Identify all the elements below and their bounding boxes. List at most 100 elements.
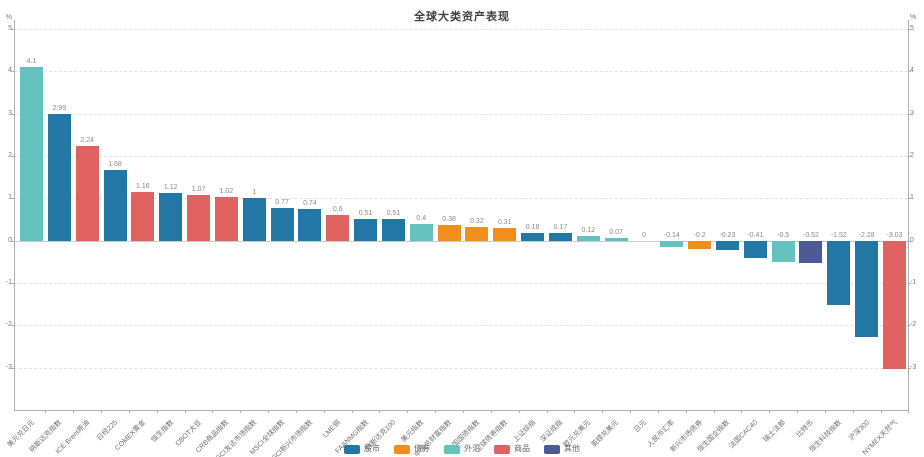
- x-axis-tickmark: [240, 410, 242, 413]
- legend-swatch: [444, 444, 460, 454]
- bar-美元指数[interactable]: [409, 223, 433, 241]
- bar-value-label: 0.74: [303, 200, 317, 208]
- x-axis-tickmark: [156, 410, 158, 413]
- legend-label: 股市: [364, 444, 380, 453]
- bar-MSCI全球指数[interactable]: [270, 208, 294, 241]
- bar-CBOT大豆[interactable]: [187, 195, 211, 241]
- y-axis-tickmark: [11, 113, 14, 115]
- x-axis-tickmark: [908, 410, 910, 413]
- x-axis-tickmark: [546, 410, 548, 413]
- bar-法国CAC40[interactable]: [743, 240, 767, 258]
- y-axis-tickmark: [11, 283, 14, 284]
- bar-美元兑日元[interactable]: [20, 67, 43, 241]
- x-axis-tickmark: [268, 410, 270, 413]
- gridline: [14, 29, 908, 30]
- chart-title: 全球大类资产表现: [414, 11, 510, 23]
- x-axis-tickmark: [741, 410, 743, 413]
- bar-value-label: -0.23: [719, 231, 736, 239]
- bar-value-label: 0.4: [416, 214, 427, 222]
- bar-ICE Brent原油[interactable]: [75, 145, 99, 241]
- legend-item-外汇[interactable]: 外汇: [444, 444, 480, 454]
- bar-LME铜[interactable]: [326, 215, 350, 241]
- legend-item-商品[interactable]: 商品: [494, 444, 530, 454]
- legend-label: 债券: [414, 444, 430, 453]
- x-axis-tickmark: [379, 410, 381, 413]
- x-axis-tickmark: [769, 410, 771, 413]
- bar-美国国债指数[interactable]: [465, 227, 489, 241]
- legend: 股市 债券 外汇 商品 其他: [0, 444, 924, 454]
- bar-value-label: 1.68: [108, 160, 122, 168]
- plot-area: 5 5 4 4 3 3 2 2 1 1 0 0 -1 -1 -2 -2 -3 -3%% 4.1 美元兑日元 2.99 纳斯…: [6, 14, 916, 457]
- legend-label: 其他: [564, 444, 580, 453]
- gridline: [14, 283, 908, 284]
- legend-label: 外汇: [464, 444, 480, 453]
- y-axis-tick-label: 0: [8, 236, 12, 244]
- gridline: [14, 156, 908, 157]
- y-axis-tick-label: 4: [910, 67, 914, 75]
- y-axis-tickmark: [11, 29, 14, 30]
- bar-新兴市场债券[interactable]: [688, 240, 712, 250]
- x-axis-tickmark: [797, 410, 799, 413]
- x-axis-tickmark: [880, 410, 882, 413]
- bar-MSCI发达市场指数[interactable]: [242, 198, 266, 241]
- bar-沪深300[interactable]: [855, 240, 879, 338]
- bar-COMEX黄金[interactable]: [131, 191, 155, 241]
- bar-value-label: -0.5: [777, 231, 790, 239]
- bar-value-label: 0.6: [332, 206, 343, 214]
- gridline: [14, 113, 908, 115]
- bar-中债总财富指数[interactable]: [437, 224, 461, 241]
- y-axis-tick-label: 3: [8, 109, 12, 117]
- bar-日经225[interactable]: [103, 169, 127, 241]
- x-axis-tickmark: [852, 410, 854, 413]
- zero-baseline: [14, 240, 908, 242]
- y-axis-tickmark: [908, 367, 911, 369]
- bar-恒生科技指数[interactable]: [827, 240, 851, 305]
- x-axis-tickmark: [490, 410, 492, 413]
- bar-日元[interactable]: [632, 241, 655, 242]
- bar-比特币[interactable]: [799, 240, 823, 263]
- y-axis-tick-label: 4: [8, 67, 12, 75]
- bar-NYMEX天然气[interactable]: [883, 240, 906, 369]
- x-axis-tickmark: [101, 410, 103, 413]
- y-axis-tickmark: [11, 367, 14, 369]
- bar-value-label: -1.52: [830, 231, 847, 239]
- bar-瑞士法郎[interactable]: [771, 240, 795, 262]
- bar-恒生指数[interactable]: [159, 193, 183, 241]
- legend-item-其他[interactable]: 其他: [544, 444, 580, 454]
- y-axis-unit-label: %: [910, 14, 917, 21]
- x-axis-tickmark: [685, 410, 687, 413]
- y-axis-tickmark: [908, 113, 911, 115]
- bar-value-label: 0.18: [525, 224, 540, 232]
- x-axis-tickmark: [351, 410, 353, 413]
- x-axis-tickmark: [323, 410, 325, 413]
- y-axis-tickmark: [11, 240, 14, 242]
- bar-FAANMG指数[interactable]: [354, 219, 378, 241]
- bar-CRB商品指数[interactable]: [214, 197, 238, 241]
- gridline: [14, 325, 908, 327]
- bar-人民币汇率[interactable]: [660, 240, 684, 247]
- y-axis-tickmark: [908, 198, 911, 200]
- y-axis-tick-label: -2: [5, 321, 12, 329]
- y-axis-right: [908, 20, 909, 410]
- bar-欧元兑美元[interactable]: [576, 235, 600, 241]
- legend-item-债券[interactable]: 债券: [394, 444, 430, 454]
- y-axis-tick-label: 2: [910, 152, 914, 159]
- bar-纳斯达克指数[interactable]: [47, 114, 71, 241]
- bar-MSCI新兴市场指数[interactable]: [298, 209, 322, 241]
- bar-深证成指[interactable]: [548, 233, 572, 241]
- y-axis-tickmark: [908, 240, 911, 242]
- bar-value-label: -0.2: [693, 231, 706, 239]
- legend-item-股市[interactable]: 股市: [344, 444, 380, 454]
- bar-value-label: 0.07: [609, 228, 623, 236]
- gridline: [14, 367, 908, 369]
- bar-value-label: 0.51: [386, 210, 401, 218]
- bar-恒生国企指数[interactable]: [715, 240, 739, 251]
- bar-value-label: 0.51: [358, 210, 373, 218]
- bar-英镑兑美元[interactable]: [604, 237, 628, 241]
- bar-上证综指[interactable]: [521, 233, 545, 241]
- bar-全球债券指数[interactable]: [493, 227, 517, 241]
- legend-swatch: [394, 444, 410, 454]
- x-axis-tickmark: [212, 410, 214, 413]
- y-axis-tick-label: 5: [8, 25, 12, 32]
- bar-纳斯达克100[interactable]: [381, 219, 405, 241]
